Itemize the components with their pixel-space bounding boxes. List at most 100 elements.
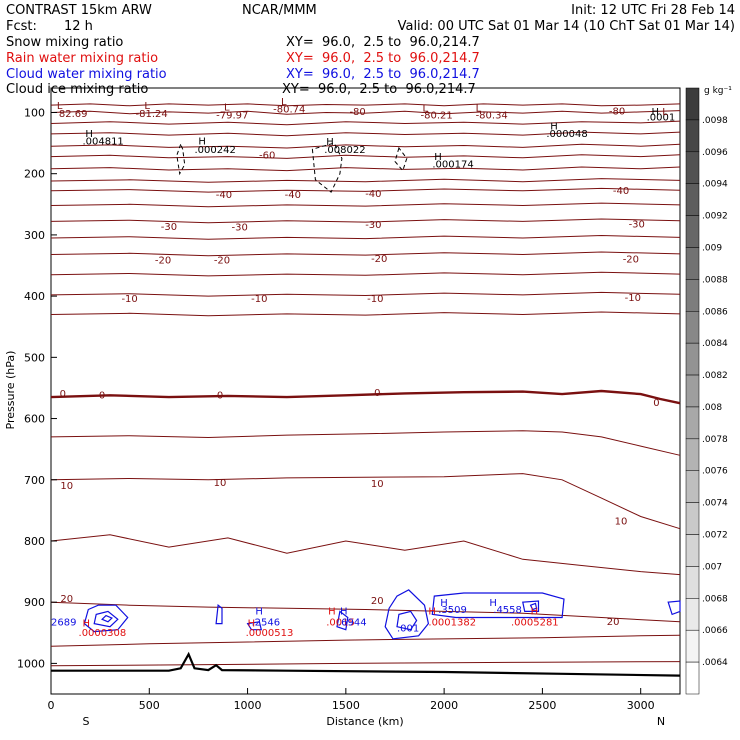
cloud-water-contour-2 [101,614,113,623]
extremum-label: -80.34 [476,111,508,122]
y-tick-label: 900 [24,596,45,609]
colorbar-label: .0098 [702,116,728,126]
extremum-label: -81.24 [136,109,168,120]
contour-label: 20 [607,617,620,628]
colorbar-segment [685,374,700,408]
y-tick-label: 700 [24,474,45,487]
colorbar-label: .008 [702,403,722,413]
extremum-label: L [662,107,668,118]
south-label: S [83,715,90,728]
contour-label: 0 [374,388,380,399]
colorbar-label: .0066 [702,626,728,636]
cloud-water-contour-8 [431,592,565,619]
cloud-water-contour-0 [83,604,129,633]
extremum-label: .0001382 [428,617,476,628]
x-axis-title: Distance (km) [326,715,403,728]
temperature-contour-5 [50,154,681,159]
field-xy-snow: XY= 96.0, 2.5 to 96.0,214.7 [286,35,480,50]
extremum-label: 82.69 [59,109,88,120]
colorbar-segment [685,534,700,567]
contour-label: -20 [371,254,387,265]
temperature-contour-22 [50,661,681,667]
fcst-value: 12 h [64,19,93,34]
colorbar-segment [685,342,700,376]
contour-label: -30 [365,220,381,231]
contour-label: 10 [60,481,73,492]
colorbar-label: .0094 [702,180,728,190]
extremum-label: L [57,101,63,112]
temperature-contour-8 [50,187,681,193]
colorbar-label: .0086 [702,307,728,317]
colorbar-label: .0076 [702,467,728,477]
y-tick-label: 800 [24,535,45,548]
cloud-water-contour-9 [522,600,540,612]
extremum-label: .001 [397,624,419,635]
colorbar-segment [685,215,700,248]
cloud-water-contour-3 [215,604,223,625]
temperature-contour-3 [50,131,681,137]
contour-label: -80 [349,107,365,118]
colorbar-label: .0064 [702,658,728,668]
cloud-ice-contour-0 [176,142,186,176]
extremum-label: H [340,606,348,617]
extremum-label: H [428,606,436,617]
extremum-label: -80.74 [273,104,305,115]
temperature-contour-12 [50,251,681,257]
contour-label: -40 [216,190,232,201]
extremum-label: H [328,606,336,617]
field-name-cloud-ice: Cloud ice mixing ratio [6,82,148,97]
colorbar-segment [685,311,700,344]
field-name-rain: Rain water mixing ratio [6,51,158,66]
temperature-contour-1 [50,110,681,115]
contour-label: -10 [251,294,267,305]
temperature-contour-13 [50,271,681,277]
contour-label: -20 [623,254,639,265]
y-tick-label: 300 [24,229,45,242]
extremum-label: H [434,152,442,163]
contour-label: -30 [232,223,248,234]
contour-label: -30 [161,222,177,233]
temperature-contour-2 [50,120,681,126]
contour-label: -40 [365,189,381,200]
colorbar-segment [685,279,700,312]
colorbar-label: .0084 [702,339,728,349]
extremum-label: .000242 [194,145,235,156]
contour-label: -60 [259,150,275,161]
extremum-label: .0000308 [79,628,127,639]
temperature-contour-4 [50,143,681,149]
colorbar-label: .0074 [702,499,728,509]
extremum-label: L [281,97,287,108]
field-xy-cloud-ice: XY= 96.0, 2.5 to 96.0,214.7 [282,82,476,97]
contour-label: 0 [653,398,659,409]
extremum-label: H [651,107,659,118]
contour-label: 10 [615,516,628,527]
model-title: CONTRAST 15km ARW [6,3,152,18]
extremum-label: L [423,103,429,114]
x-tick-label: 3000 [627,699,655,712]
extremum-label: H [489,598,497,609]
colorbar-segment [685,406,700,440]
north-label: N [657,715,665,728]
extremum-label: .0001 [647,112,676,123]
temperature-contour-14 [50,291,681,297]
colorbar-segment [685,183,700,216]
colorbar-label: .0082 [702,371,728,381]
y-tick-label: 400 [24,290,45,303]
plot-frame [50,87,681,695]
x-tick-label: 2000 [430,699,458,712]
colorbar-segment [685,438,700,471]
contour-label: -10 [625,293,641,304]
y-tick-label: 100 [24,106,45,119]
colorbar-label: .0096 [702,148,728,158]
cloud-water-contour-4 [246,621,263,631]
extremum-label: .0000513 [246,628,294,639]
extremum-label: L [476,103,482,114]
colorbar-segment [685,502,700,535]
terrain-line [51,651,681,677]
field-name-snow: Snow mixing ratio [6,35,123,50]
contour-label: -20 [155,256,171,267]
colorbar-label: .0072 [702,531,728,541]
contour-label: 10 [371,479,384,490]
y-tick-label: 1000 [17,657,45,670]
temperature-contour-16 [50,389,681,405]
